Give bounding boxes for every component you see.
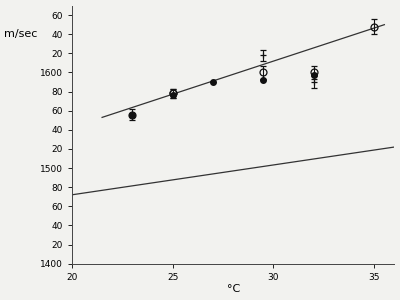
X-axis label: °C: °C (226, 284, 240, 294)
Y-axis label: m/sec: m/sec (4, 29, 37, 39)
